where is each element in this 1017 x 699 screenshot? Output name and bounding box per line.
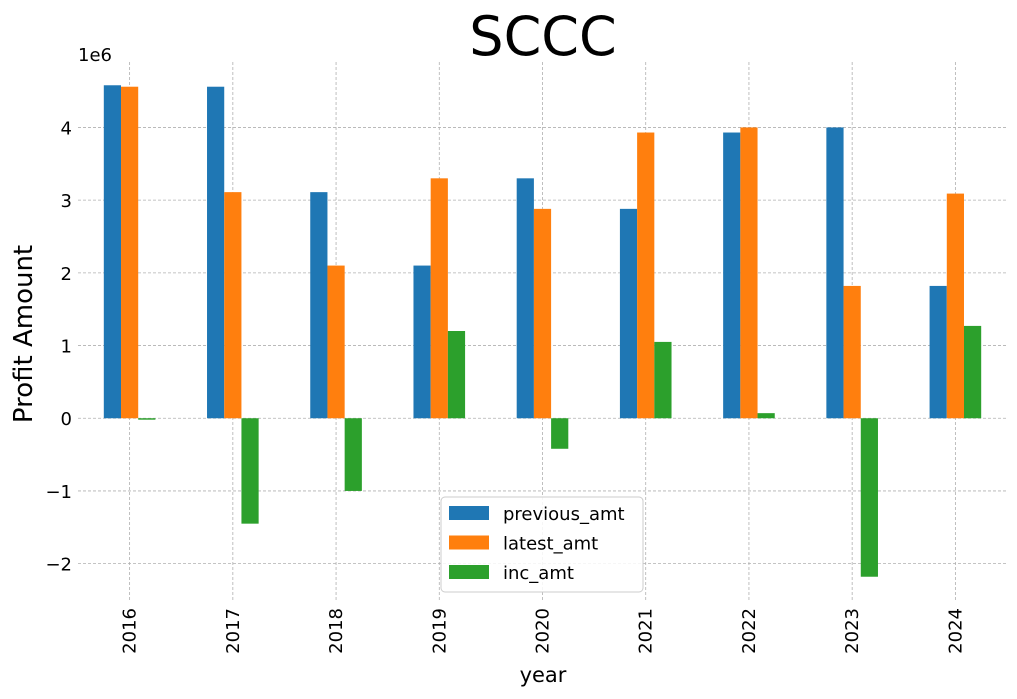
y-tick-label: 3 bbox=[61, 191, 72, 212]
x-tick-label: 2020 bbox=[533, 608, 554, 654]
legend-label-latest_amt: latest_amt bbox=[503, 534, 598, 555]
y-tick-label: −2 bbox=[45, 555, 72, 576]
legend-label-inc_amt: inc_amt bbox=[503, 563, 574, 584]
bar-previous_amt-2017 bbox=[207, 86, 225, 419]
y-tick-label: 4 bbox=[61, 118, 72, 139]
bar-inc_amt-2020 bbox=[551, 418, 569, 449]
x-axis-label: year bbox=[520, 663, 567, 687]
bar-latest_amt-2018 bbox=[327, 265, 345, 419]
bar-inc_amt-2016 bbox=[138, 418, 156, 420]
x-tick-label: 2021 bbox=[636, 608, 657, 654]
bar-inc_amt-2024 bbox=[963, 325, 982, 419]
bar-previous_amt-2020 bbox=[516, 178, 534, 419]
bar-latest_amt-2017 bbox=[224, 192, 242, 419]
x-tick-label: 2024 bbox=[945, 608, 966, 654]
y-axis-label: Profit Amount bbox=[9, 245, 39, 423]
bar-latest_amt-2016 bbox=[121, 86, 139, 419]
bar-previous_amt-2018 bbox=[310, 192, 328, 419]
bar-previous_amt-2016 bbox=[103, 85, 122, 419]
y-tick-label: 1 bbox=[61, 337, 72, 358]
chart-title: SCCC bbox=[469, 5, 616, 68]
bar-previous_amt-2023 bbox=[826, 127, 844, 419]
x-tick-label: 2023 bbox=[842, 608, 863, 654]
bar-inc_amt-2022 bbox=[757, 413, 775, 419]
bar-latest_amt-2022 bbox=[740, 127, 758, 419]
bars bbox=[103, 85, 982, 577]
legend-label-previous_amt: previous_amt bbox=[503, 504, 625, 525]
bar-latest_amt-2020 bbox=[533, 208, 552, 419]
bar-inc_amt-2021 bbox=[654, 341, 672, 419]
bar-inc_amt-2019 bbox=[447, 331, 466, 419]
legend-swatch-latest_amt bbox=[449, 535, 489, 550]
bar-latest_amt-2024 bbox=[946, 193, 964, 419]
x-tick-label: 2016 bbox=[120, 608, 141, 654]
y-axis-ticks: −2 −1 0 1 2 3 4 bbox=[45, 118, 72, 575]
legend-swatch-inc_amt bbox=[449, 565, 489, 579]
bar-inc_amt-2023 bbox=[860, 418, 878, 577]
bar-latest_amt-2021 bbox=[637, 132, 655, 419]
bar-latest_amt-2019 bbox=[430, 178, 448, 419]
x-tick-label: 2022 bbox=[739, 608, 760, 654]
y-tick-label: 0 bbox=[61, 409, 72, 430]
bar-previous_amt-2019 bbox=[413, 265, 431, 419]
legend-swatch-previous_amt bbox=[449, 506, 489, 520]
bar-previous_amt-2022 bbox=[723, 132, 741, 419]
bar-previous_amt-2021 bbox=[619, 208, 638, 419]
x-tick-label: 2017 bbox=[223, 608, 244, 654]
bar-previous_amt-2024 bbox=[929, 285, 947, 419]
x-tick-label: 2018 bbox=[326, 608, 347, 654]
bar-inc_amt-2017 bbox=[241, 418, 259, 524]
x-axis-ticks: 2016 2017 2018 2019 2020 2021 2022 2023 2024 bbox=[120, 608, 967, 654]
bar-latest_amt-2023 bbox=[843, 285, 861, 419]
x-tick-label: 2019 bbox=[429, 608, 450, 654]
y-axis-offset-label: 1e6 bbox=[78, 45, 112, 66]
y-tick-label: 2 bbox=[61, 264, 72, 285]
legend-box bbox=[440, 496, 644, 593]
legend: previous_amt latest_amt inc_amt bbox=[440, 496, 644, 593]
bar-inc_amt-2018 bbox=[344, 418, 362, 491]
y-tick-label: −1 bbox=[45, 482, 72, 503]
